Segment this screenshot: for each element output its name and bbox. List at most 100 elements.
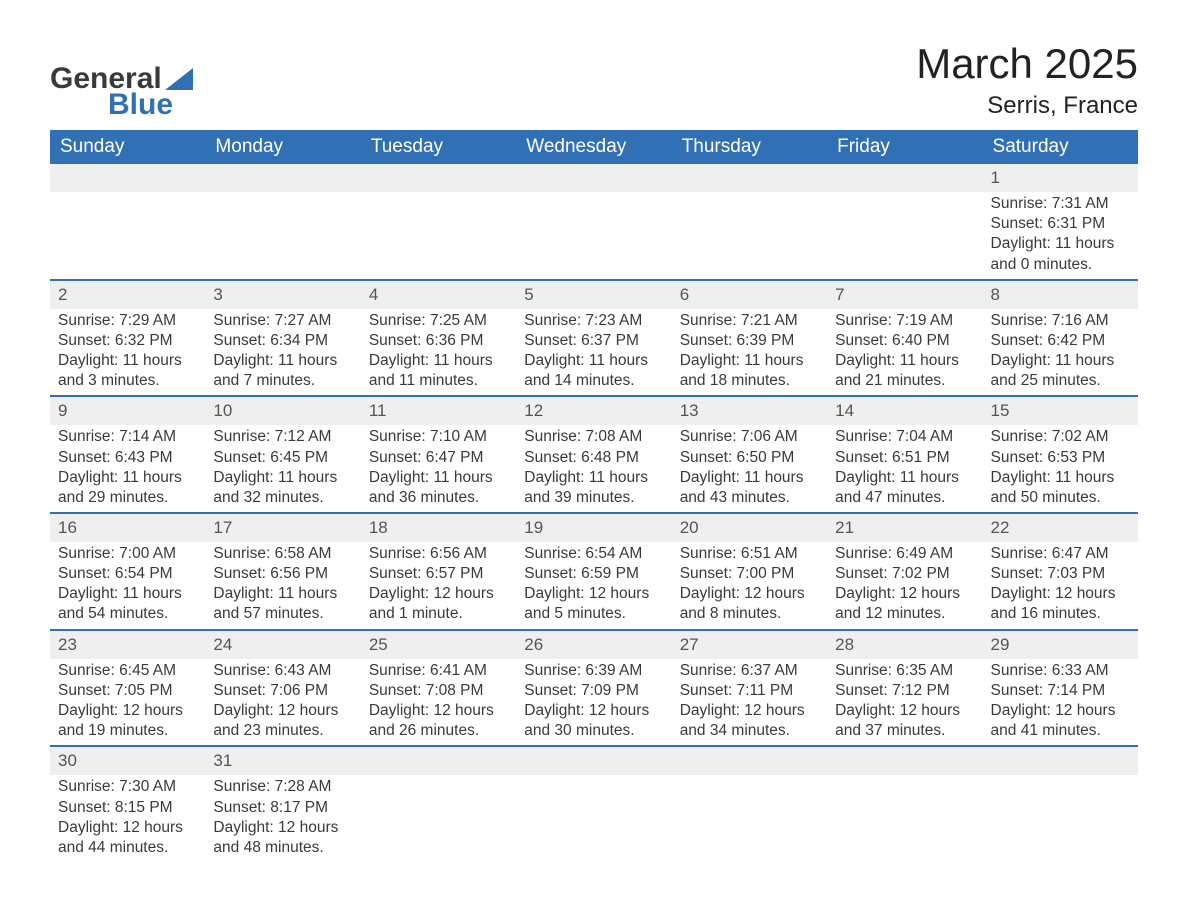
- sunrise-text: Sunrise: 7:00 AM: [58, 544, 197, 564]
- calendar-daynum-cell: [516, 164, 671, 192]
- sunrise-text: Sunrise: 7:28 AM: [213, 777, 352, 797]
- calendar-day-cell: Sunrise: 6:49 AMSunset: 7:02 PMDaylight:…: [827, 542, 982, 629]
- title-block: March 2025 Serris, France: [916, 40, 1138, 120]
- calendar-day-cell: Sunrise: 7:12 AMSunset: 6:45 PMDaylight:…: [205, 425, 360, 512]
- calendar-day-cell: Sunrise: 7:16 AMSunset: 6:42 PMDaylight:…: [983, 309, 1138, 396]
- calendar-day-cell: Sunrise: 6:33 AMSunset: 7:14 PMDaylight:…: [983, 659, 1138, 746]
- day-number: [361, 745, 516, 775]
- calendar-body-row: Sunrise: 7:00 AMSunset: 6:54 PM Daylight:…: [50, 542, 1138, 629]
- calendar-day-cell: [361, 192, 516, 279]
- calendar-daynum-cell: [205, 164, 360, 192]
- calendar-daynum-cell: 20: [672, 512, 827, 542]
- sunset-text: Sunset: 6:40 PM: [835, 331, 974, 351]
- calendar-daynum-cell: [672, 745, 827, 775]
- calendar-daynum-cell: 6: [672, 279, 827, 309]
- day-number: 21: [827, 512, 982, 542]
- calendar-day-cell: Sunrise: 6:35 AMSunset: 7:12 PMDaylight:…: [827, 659, 982, 746]
- day-number: 5: [516, 279, 671, 309]
- calendar-day-cell: Sunrise: 7:23 AMSunset: 6:37 PMDaylight:…: [516, 309, 671, 396]
- sunset-text: Sunset: 6:39 PM: [680, 331, 819, 351]
- sunrise-text: Sunrise: 7:10 AM: [369, 427, 508, 447]
- daylight-text: Daylight: 11 hours and 47 minutes.: [835, 468, 974, 508]
- calendar-day-cell: Sunrise: 7:27 AMSunset: 6:34 PMDaylight:…: [205, 309, 360, 396]
- sunset-text: Sunset: 6:54 PM: [58, 564, 197, 584]
- sunrise-text: Sunrise: 6:56 AM: [369, 544, 508, 564]
- logo: General Blue: [50, 64, 193, 120]
- calendar-daynum-cell: 11: [361, 395, 516, 425]
- sunrise-text: Sunrise: 7:31 AM: [991, 194, 1130, 214]
- day-number: 1: [983, 164, 1138, 192]
- calendar-daynum-cell: 13: [672, 395, 827, 425]
- day-header: Monday: [205, 130, 360, 164]
- sunrise-text: Sunrise: 7:02 AM: [991, 427, 1130, 447]
- calendar-day-cell: Sunrise: 6:47 AMSunset: 7:03 PMDaylight:…: [983, 542, 1138, 629]
- calendar-body-row: Sunrise: 7:30 AMSunset: 8:15 PMDaylight:…: [50, 775, 1138, 862]
- calendar-daynum-cell: [827, 745, 982, 775]
- sunrise-text: Sunrise: 6:43 AM: [213, 661, 352, 681]
- calendar-day-cell: Sunrise: 7:14 AMSunset: 6:43 PMDaylight:…: [50, 425, 205, 512]
- location-subtitle: Serris, France: [916, 92, 1138, 120]
- day-number: 18: [361, 512, 516, 542]
- day-number: 29: [983, 629, 1138, 659]
- sunset-text: Sunset: 7:00 PM: [680, 564, 819, 584]
- sunrise-text: Sunrise: 7:30 AM: [58, 777, 197, 797]
- calendar-day-cell: Sunrise: 7:29 AMSunset: 6:32 PMDaylight:…: [50, 309, 205, 396]
- daylight-text: Daylight: 12 hours and 16 minutes.: [991, 584, 1130, 624]
- calendar-day-cell: Sunrise: 7:19 AMSunset: 6:40 PMDaylight:…: [827, 309, 982, 396]
- day-number: [672, 745, 827, 775]
- sunrise-text: Sunrise: 7:25 AM: [369, 311, 508, 331]
- daylight-text: Daylight: 12 hours and 26 minutes.: [369, 701, 508, 741]
- day-number: 16: [50, 512, 205, 542]
- day-number: 3: [205, 279, 360, 309]
- sunrise-text: Sunrise: 7:06 AM: [680, 427, 819, 447]
- calendar-day-cell: Sunrise: 7:08 AMSunset: 6:48 PMDaylight:…: [516, 425, 671, 512]
- calendar-day-cell: Sunrise: 6:41 AMSunset: 7:08 PMDaylight:…: [361, 659, 516, 746]
- day-number: 30: [50, 745, 205, 775]
- calendar-body-row: Sunrise: 7:29 AMSunset: 6:32 PMDaylight:…: [50, 309, 1138, 396]
- sunset-text: Sunset: 6:51 PM: [835, 448, 974, 468]
- sunrise-text: Sunrise: 6:45 AM: [58, 661, 197, 681]
- sunrise-text: Sunrise: 7:21 AM: [680, 311, 819, 331]
- calendar-day-cell: Sunrise: 6:54 AMSunset: 6:59 PMDaylight:…: [516, 542, 671, 629]
- calendar-daynum-cell: 8: [983, 279, 1138, 309]
- calendar-day-cell: Sunrise: 6:43 AMSunset: 7:06 PMDaylight:…: [205, 659, 360, 746]
- sunrise-text: Sunrise: 7:08 AM: [524, 427, 663, 447]
- calendar-daynum-cell: 23: [50, 629, 205, 659]
- calendar-day-cell: Sunrise: 7:25 AMSunset: 6:36 PMDaylight:…: [361, 309, 516, 396]
- calendar-day-cell: [827, 192, 982, 279]
- daylight-text: Daylight: 11 hours and 14 minutes.: [524, 351, 663, 391]
- calendar-daynum-row: 9101112131415: [50, 395, 1138, 425]
- calendar-daynum-cell: 9: [50, 395, 205, 425]
- calendar-daynum-row: 1: [50, 164, 1138, 192]
- calendar-daynum-cell: 18: [361, 512, 516, 542]
- calendar-daynum-cell: 19: [516, 512, 671, 542]
- daylight-text: Daylight: 11 hours and 50 minutes.: [991, 468, 1130, 508]
- calendar-daynum-cell: 30: [50, 745, 205, 775]
- calendar-day-cell: [516, 192, 671, 279]
- daylight-text: Daylight: 11 hours and 57 minutes.: [213, 584, 352, 624]
- day-number: 14: [827, 395, 982, 425]
- calendar-daynum-cell: 26: [516, 629, 671, 659]
- calendar-daynum-cell: [672, 164, 827, 192]
- calendar-day-cell: Sunrise: 6:58 AMSunset: 6:56 PMDaylight:…: [205, 542, 360, 629]
- day-number: 2: [50, 279, 205, 309]
- sunrise-text: Sunrise: 7:04 AM: [835, 427, 974, 447]
- calendar-day-cell: Sunrise: 7:02 AMSunset: 6:53 PMDaylight:…: [983, 425, 1138, 512]
- sunrise-text: Sunrise: 6:54 AM: [524, 544, 663, 564]
- daylight-text: Daylight: 12 hours and 41 minutes.: [991, 701, 1130, 741]
- calendar-body-row: Sunrise: 7:14 AMSunset: 6:43 PMDaylight:…: [50, 425, 1138, 512]
- sunset-text: Sunset: 6:50 PM: [680, 448, 819, 468]
- calendar-daynum-cell: 15: [983, 395, 1138, 425]
- calendar-day-cell: [50, 192, 205, 279]
- day-number: 25: [361, 629, 516, 659]
- day-header: Thursday: [672, 130, 827, 164]
- day-number: [672, 164, 827, 192]
- calendar-daynum-cell: 22: [983, 512, 1138, 542]
- day-number: [50, 164, 205, 192]
- sunrise-text: Sunrise: 6:41 AM: [369, 661, 508, 681]
- calendar-body-row: Sunrise: 6:45 AMSunset: 7:05 PMDaylight:…: [50, 659, 1138, 746]
- day-header: Sunday: [50, 130, 205, 164]
- calendar-daynum-cell: [361, 745, 516, 775]
- daylight-text: Daylight: 12 hours and 34 minutes.: [680, 701, 819, 741]
- day-number: 28: [827, 629, 982, 659]
